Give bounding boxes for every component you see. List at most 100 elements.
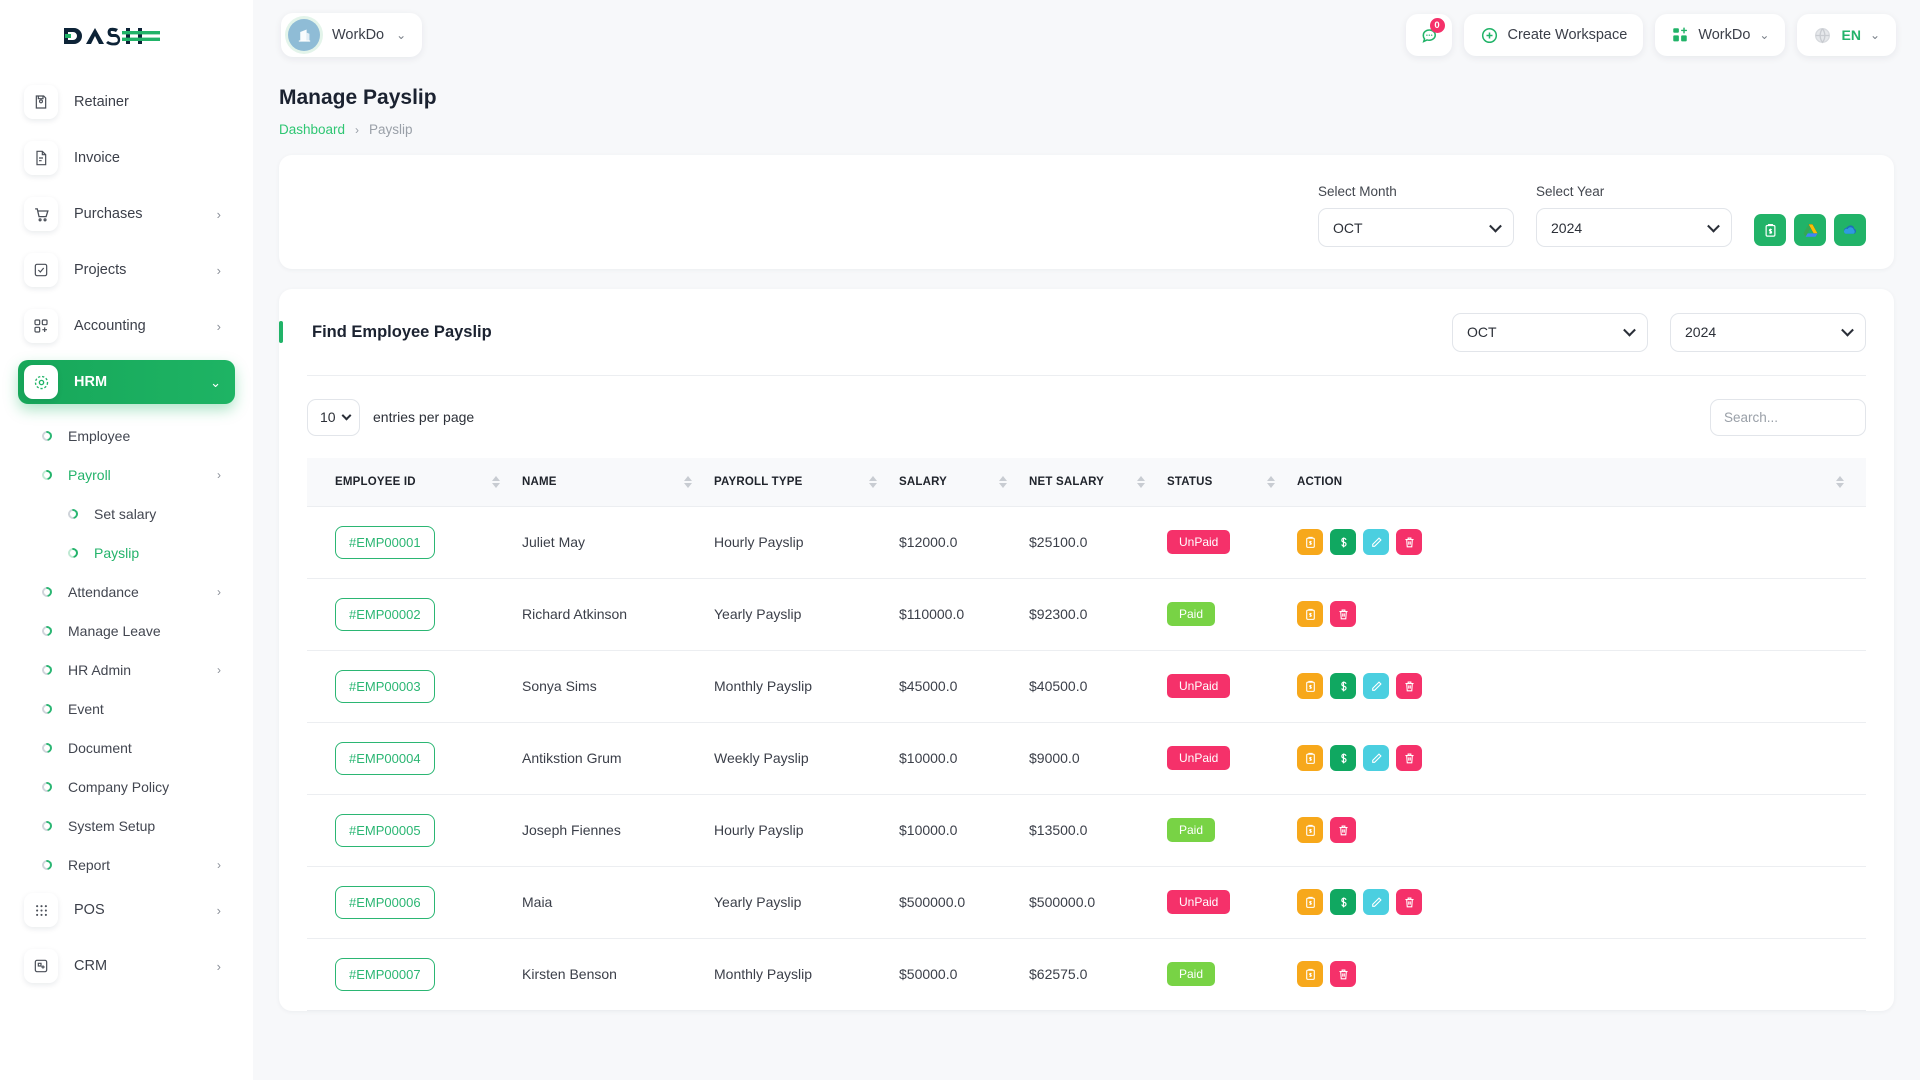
workspace-selector[interactable]: WorkDo ⌄ — [281, 13, 423, 57]
google-drive-export-button[interactable] — [1794, 214, 1826, 246]
edit-payslip-button[interactable] — [1363, 889, 1389, 915]
delete-payslip-button[interactable] — [1330, 601, 1356, 627]
sidebar-nav: Retainer Invoice Purchases › — [0, 72, 253, 988]
sidebar-item-report[interactable]: Report › — [18, 845, 235, 884]
breadcrumb: Dashboard › Payslip — [279, 122, 1894, 137]
column-header-employee-id[interactable]: EMPLOYEE ID — [307, 458, 522, 506]
bullet-icon — [40, 662, 54, 677]
view-payslip-button[interactable] — [1297, 529, 1323, 555]
sidebar-item-invoice[interactable]: Invoice — [18, 136, 235, 180]
delete-payslip-button[interactable] — [1330, 961, 1356, 987]
workspace-name: WorkDo — [332, 27, 385, 43]
search-placeholder: Search... — [1724, 409, 1779, 425]
view-payslip-button[interactable] — [1297, 673, 1323, 699]
column-header-salary[interactable]: SALARY — [899, 458, 1029, 506]
chevron-down-icon: ⌄ — [396, 28, 407, 42]
column-label: PAYROLL TYPE — [714, 475, 803, 488]
sidebar-item-projects[interactable]: Projects › — [18, 248, 235, 292]
generate-payslip-button[interactable] — [1754, 214, 1786, 246]
view-payslip-button[interactable] — [1297, 745, 1323, 771]
employee-id-chip[interactable]: #EMP00005 — [335, 813, 435, 847]
sidebar-item-label: Accounting — [74, 318, 146, 334]
onedrive-export-button[interactable] — [1834, 214, 1866, 246]
sidebar-item-event[interactable]: Event — [18, 689, 235, 728]
sort-icon[interactable] — [492, 475, 500, 488]
app-logo[interactable] — [0, 0, 253, 72]
export-actions — [1754, 214, 1866, 247]
bullet-icon — [40, 623, 54, 638]
sort-icon[interactable] — [999, 475, 1007, 488]
sidebar-item-pos[interactable]: POS › — [18, 888, 235, 932]
sidebar-item-company-policy[interactable]: Company Policy — [18, 767, 235, 806]
pay-salary-button[interactable] — [1330, 745, 1356, 771]
sort-icon[interactable] — [684, 475, 692, 488]
delete-payslip-button[interactable] — [1396, 889, 1422, 915]
sidebar: Retainer Invoice Purchases › — [0, 0, 253, 1080]
sidebar-item-hrm[interactable]: HRM ⌄ — [18, 360, 235, 404]
month-select[interactable]: OCT — [1318, 208, 1514, 247]
status-badge: UnPaid — [1167, 746, 1231, 770]
status-badge: UnPaid — [1167, 530, 1231, 554]
sidebar-item-label: Event — [68, 700, 104, 717]
pay-salary-button[interactable] — [1330, 673, 1356, 699]
sidebar-item-document[interactable]: Document — [18, 728, 235, 767]
sort-icon[interactable] — [1137, 475, 1145, 488]
sort-icon[interactable] — [1836, 475, 1844, 488]
sort-icon[interactable] — [1267, 475, 1275, 488]
sidebar-item-hr-admin[interactable]: HR Admin › — [18, 650, 235, 689]
delete-payslip-button[interactable] — [1396, 673, 1422, 699]
messages-button[interactable]: 0 — [1405, 14, 1452, 56]
sort-icon[interactable] — [869, 475, 877, 488]
column-header-action[interactable]: ACTION — [1297, 458, 1866, 506]
edit-payslip-button[interactable] — [1363, 673, 1389, 699]
sidebar-item-set-salary[interactable]: Set salary — [18, 494, 235, 533]
sidebar-item-accounting[interactable]: Accounting › — [18, 304, 235, 348]
sidebar-item-label: Retainer — [74, 94, 129, 110]
employee-id-chip[interactable]: #EMP00001 — [335, 525, 435, 559]
sidebar-item-system-setup[interactable]: System Setup — [18, 806, 235, 845]
language-switcher-button[interactable]: EN ⌄ — [1797, 14, 1896, 56]
search-input[interactable]: Search... — [1710, 398, 1866, 436]
year-select[interactable]: 2024 — [1536, 208, 1732, 247]
find-year-select[interactable]: 2024 — [1670, 312, 1866, 352]
sidebar-item-retainer[interactable]: Retainer — [18, 80, 235, 124]
column-header-name[interactable]: NAME — [522, 458, 714, 506]
sidebar-item-employee[interactable]: Employee — [18, 416, 235, 455]
create-workspace-button[interactable]: Create Workspace — [1463, 14, 1644, 56]
sidebar-item-manage-leave[interactable]: Manage Leave — [18, 611, 235, 650]
view-payslip-button[interactable] — [1297, 889, 1323, 915]
sidebar-item-crm[interactable]: CRM › — [18, 944, 235, 988]
sidebar-item-attendance[interactable]: Attendance › — [18, 572, 235, 611]
language-label: EN — [1841, 27, 1861, 43]
employee-id-chip[interactable]: #EMP00002 — [335, 597, 435, 631]
employee-id-chip[interactable]: #EMP00004 — [335, 741, 435, 775]
column-header-status[interactable]: STATUS — [1167, 458, 1297, 506]
view-payslip-button[interactable] — [1297, 817, 1323, 843]
cell-salary: $110000.0 — [899, 578, 1029, 651]
employee-id-chip[interactable]: #EMP00006 — [335, 885, 435, 919]
column-header-payroll-type[interactable]: PAYROLL TYPE — [714, 458, 899, 506]
employee-id-chip[interactable]: #EMP00003 — [335, 669, 435, 703]
sidebar-item-payslip[interactable]: Payslip — [18, 533, 235, 572]
sidebar-item-purchases[interactable]: Purchases › — [18, 192, 235, 236]
pay-salary-button[interactable] — [1330, 889, 1356, 915]
pay-salary-button[interactable] — [1330, 529, 1356, 555]
find-month-select[interactable]: OCT — [1452, 312, 1648, 352]
sidebar-item-payroll[interactable]: Payroll › — [18, 455, 235, 494]
view-payslip-button[interactable] — [1297, 601, 1323, 627]
company-switcher-button[interactable]: WorkDo ⌄ — [1655, 14, 1786, 56]
column-header-net-salary[interactable]: NET SALARY — [1029, 458, 1167, 506]
delete-payslip-button[interactable] — [1330, 817, 1356, 843]
employee-id-chip[interactable]: #EMP00007 — [335, 957, 435, 991]
column-label: SALARY — [899, 475, 948, 488]
table-row: #EMP00003 Sonya Sims Monthly Payslip $45000… — [307, 650, 1866, 723]
cart-icon — [24, 197, 58, 231]
edit-payslip-button[interactable] — [1363, 529, 1389, 555]
cell-employee-id: #EMP00006 — [307, 866, 522, 939]
entries-per-page-select[interactable]: 10 — [307, 398, 360, 436]
delete-payslip-button[interactable] — [1396, 745, 1422, 771]
edit-payslip-button[interactable] — [1363, 745, 1389, 771]
delete-payslip-button[interactable] — [1396, 529, 1422, 555]
breadcrumb-dashboard[interactable]: Dashboard — [279, 122, 346, 137]
view-payslip-button[interactable] — [1297, 961, 1323, 987]
